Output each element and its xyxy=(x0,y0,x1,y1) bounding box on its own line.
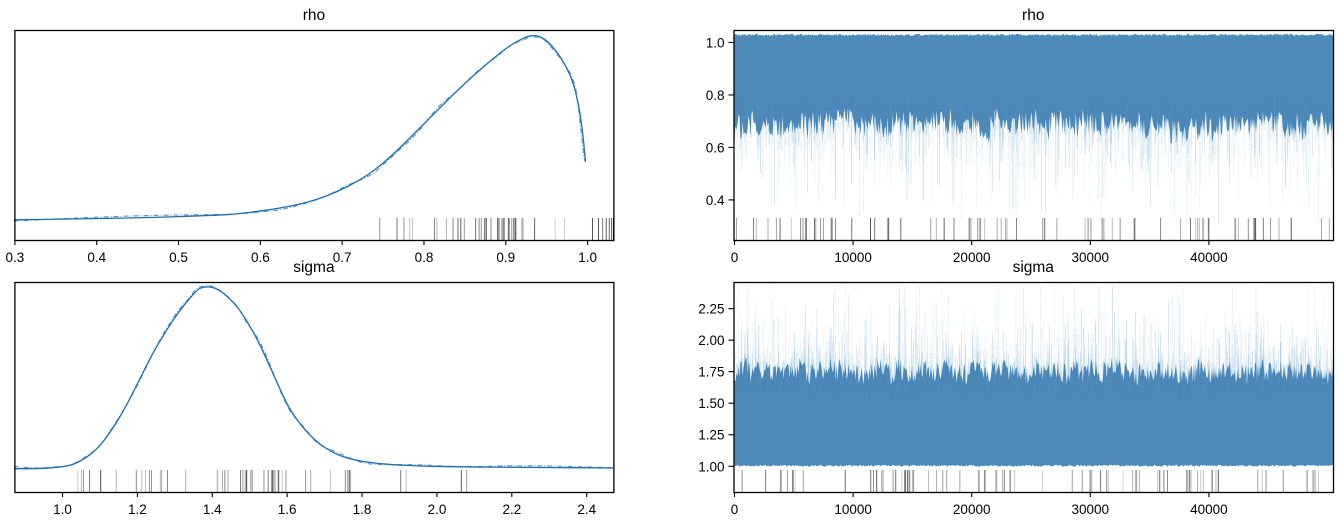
svg-text:rho: rho xyxy=(1022,7,1044,24)
svg-text:2.2: 2.2 xyxy=(502,502,521,517)
svg-text:1.4: 1.4 xyxy=(203,502,222,517)
svg-text:0.6: 0.6 xyxy=(251,250,270,265)
svg-text:30000: 30000 xyxy=(1072,502,1110,517)
svg-text:0.4: 0.4 xyxy=(706,193,725,208)
svg-text:2.4: 2.4 xyxy=(577,502,596,517)
svg-text:0.9: 0.9 xyxy=(496,250,515,265)
svg-text:1.50: 1.50 xyxy=(698,396,724,411)
svg-text:1.25: 1.25 xyxy=(698,428,724,443)
svg-text:30000: 30000 xyxy=(1072,250,1110,265)
svg-text:1.75: 1.75 xyxy=(698,365,724,380)
svg-text:0: 0 xyxy=(731,250,739,265)
svg-text:10000: 10000 xyxy=(834,502,872,517)
svg-text:sigma: sigma xyxy=(293,259,335,276)
svg-text:2.0: 2.0 xyxy=(428,502,447,517)
svg-text:0: 0 xyxy=(731,502,739,517)
svg-text:2.25: 2.25 xyxy=(698,302,724,317)
svg-text:0.5: 0.5 xyxy=(169,250,188,265)
svg-text:10000: 10000 xyxy=(834,250,872,265)
svg-text:0.8: 0.8 xyxy=(415,250,434,265)
svg-text:40000: 40000 xyxy=(1190,502,1228,517)
svg-text:0.8: 0.8 xyxy=(706,88,725,103)
svg-text:1.6: 1.6 xyxy=(278,502,297,517)
svg-text:40000: 40000 xyxy=(1190,250,1228,265)
svg-text:1.2: 1.2 xyxy=(128,502,147,517)
svg-text:1.0: 1.0 xyxy=(578,250,597,265)
svg-text:0.4: 0.4 xyxy=(87,250,106,265)
svg-text:1.0: 1.0 xyxy=(53,502,72,517)
svg-text:2.00: 2.00 xyxy=(698,333,724,348)
svg-text:rho: rho xyxy=(303,7,325,24)
svg-text:1.0: 1.0 xyxy=(706,36,725,51)
svg-text:0.6: 0.6 xyxy=(706,140,725,155)
svg-text:sigma: sigma xyxy=(1013,259,1055,276)
svg-text:20000: 20000 xyxy=(953,250,991,265)
svg-text:20000: 20000 xyxy=(953,502,991,517)
svg-text:1.8: 1.8 xyxy=(353,502,372,517)
svg-text:1.00: 1.00 xyxy=(698,459,724,474)
svg-text:0.7: 0.7 xyxy=(333,250,352,265)
svg-text:0.3: 0.3 xyxy=(6,250,25,265)
